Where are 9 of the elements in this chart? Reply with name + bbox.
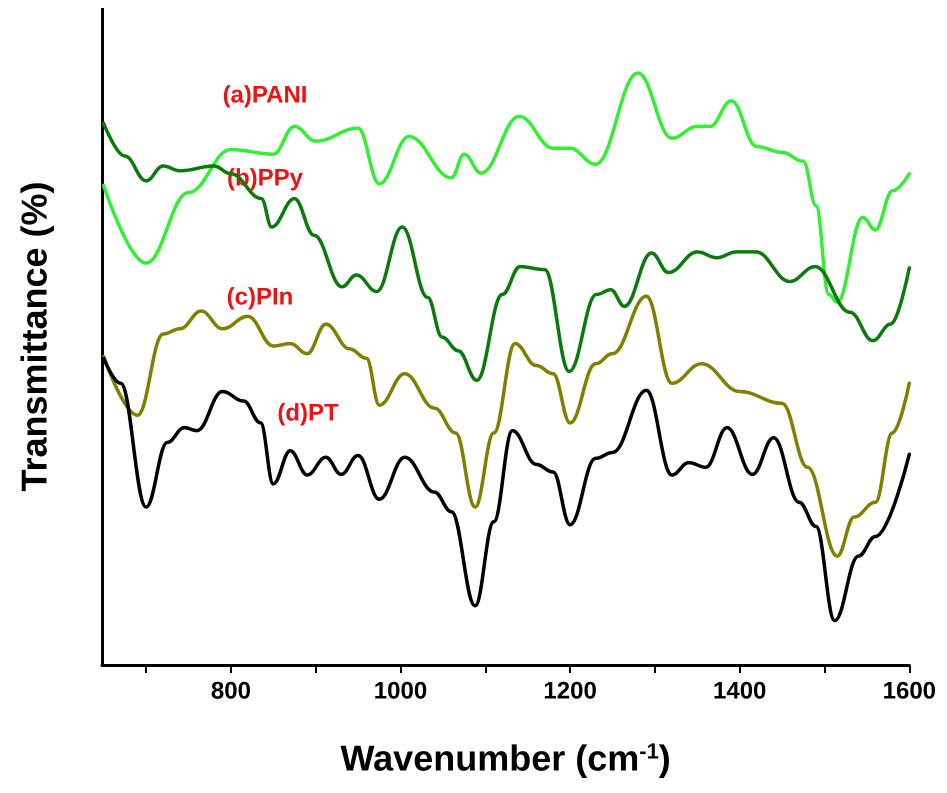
x-tick-label: 1600 [882,678,936,704]
annotation: (a)PANI [222,82,308,108]
x-tick-label: 800 [210,678,251,704]
annotation: (c)PIn [226,284,294,310]
x-tick-label: 1200 [543,678,597,704]
y-axis-title: Transmittance (%) [14,181,54,492]
x-tick-label: 1000 [374,678,428,704]
annotation: (d)PT [277,400,339,426]
x-tick-label: 1400 [713,678,766,704]
